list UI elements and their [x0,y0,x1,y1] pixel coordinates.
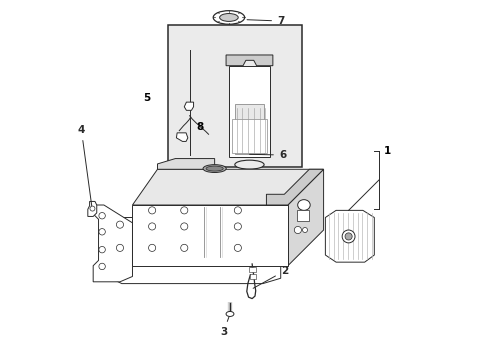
Polygon shape [88,202,97,216]
Text: 5: 5 [143,93,150,103]
Circle shape [345,233,352,240]
FancyBboxPatch shape [235,104,264,154]
Circle shape [181,223,188,230]
Polygon shape [288,169,323,266]
Circle shape [181,221,188,228]
Circle shape [148,223,156,230]
Ellipse shape [213,11,245,24]
Circle shape [99,229,105,235]
Ellipse shape [203,165,226,172]
Circle shape [206,255,213,262]
Circle shape [181,207,188,214]
Circle shape [148,207,156,214]
Text: 2: 2 [253,266,288,288]
Circle shape [99,263,105,270]
Circle shape [152,251,159,258]
Ellipse shape [220,14,238,21]
Polygon shape [267,169,323,205]
Circle shape [302,228,308,233]
Circle shape [117,221,123,228]
Circle shape [142,221,148,228]
Circle shape [248,260,256,267]
Polygon shape [176,133,188,141]
Circle shape [261,228,268,235]
FancyBboxPatch shape [249,267,256,272]
Polygon shape [325,210,374,262]
Polygon shape [93,205,132,282]
Ellipse shape [298,200,310,210]
Circle shape [294,226,301,234]
Polygon shape [184,102,194,111]
Polygon shape [157,158,215,169]
Text: 3: 3 [220,316,229,337]
Polygon shape [132,205,288,266]
Polygon shape [104,217,281,284]
Polygon shape [226,55,273,66]
Text: 4: 4 [78,125,92,206]
Text: 6: 6 [249,150,286,160]
Text: 1: 1 [384,147,392,157]
Circle shape [223,221,231,228]
FancyBboxPatch shape [297,210,309,221]
Ellipse shape [206,166,223,171]
Ellipse shape [226,311,234,316]
Ellipse shape [235,160,264,169]
Polygon shape [132,169,323,205]
FancyBboxPatch shape [250,274,256,279]
Circle shape [90,206,95,211]
Circle shape [99,212,105,219]
Circle shape [234,244,242,251]
Circle shape [234,207,242,214]
Circle shape [342,230,355,243]
Circle shape [148,244,156,251]
Circle shape [117,244,123,251]
Circle shape [234,223,242,230]
Text: 7: 7 [247,16,284,26]
Circle shape [99,247,105,253]
FancyBboxPatch shape [168,24,302,167]
Circle shape [181,244,188,251]
Text: 8: 8 [196,122,203,132]
FancyBboxPatch shape [229,66,270,157]
FancyBboxPatch shape [232,118,267,153]
